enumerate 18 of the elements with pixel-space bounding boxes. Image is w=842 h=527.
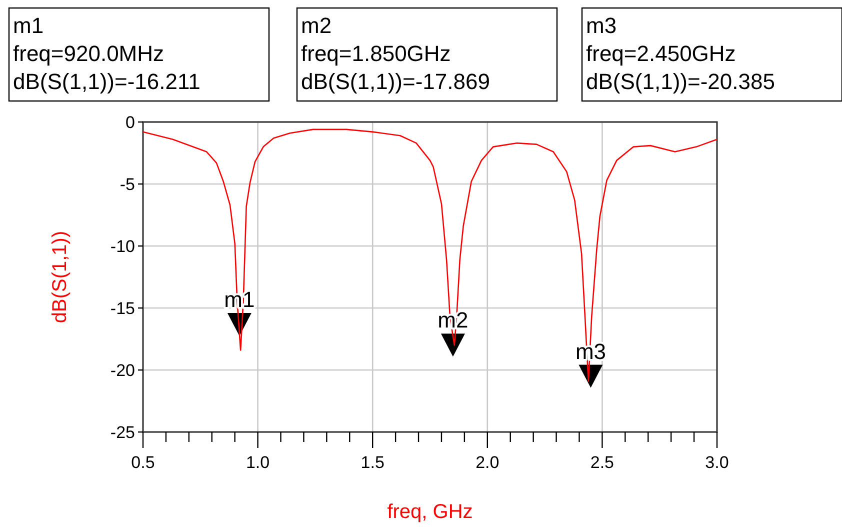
- x-tick-label: 2.5: [590, 453, 614, 472]
- text: m1 freq=920.0MHz dB(S(1,1))=-16.211: [13, 13, 200, 94]
- y-tick-label: -20: [110, 361, 135, 380]
- y-tick-label: -15: [110, 299, 135, 318]
- text: m3 freq=2.450GHz dB(S(1,1))=-20.385: [586, 13, 775, 94]
- y-axis-title: dB(S(1,1)): [49, 230, 71, 324]
- x-tick-label: 1.5: [360, 453, 384, 472]
- line-series: [142, 128, 718, 382]
- text: m2 freq=1.850GHz dB(S(1,1))=-17.869: [301, 13, 490, 94]
- y-tick-label: 0: [126, 113, 135, 132]
- y-tick-label: -5: [120, 175, 135, 194]
- y-tick-label: -10: [110, 237, 135, 256]
- y-tick-label: -25: [110, 423, 135, 442]
- x-tick-label: 1.0: [246, 453, 270, 472]
- x-axis-title: freq, GHz: [387, 501, 473, 523]
- x-tick-label: 3.0: [705, 453, 729, 472]
- x-tick-label: 0.5: [131, 453, 155, 472]
- x-tick-label: 2.0: [476, 453, 500, 472]
